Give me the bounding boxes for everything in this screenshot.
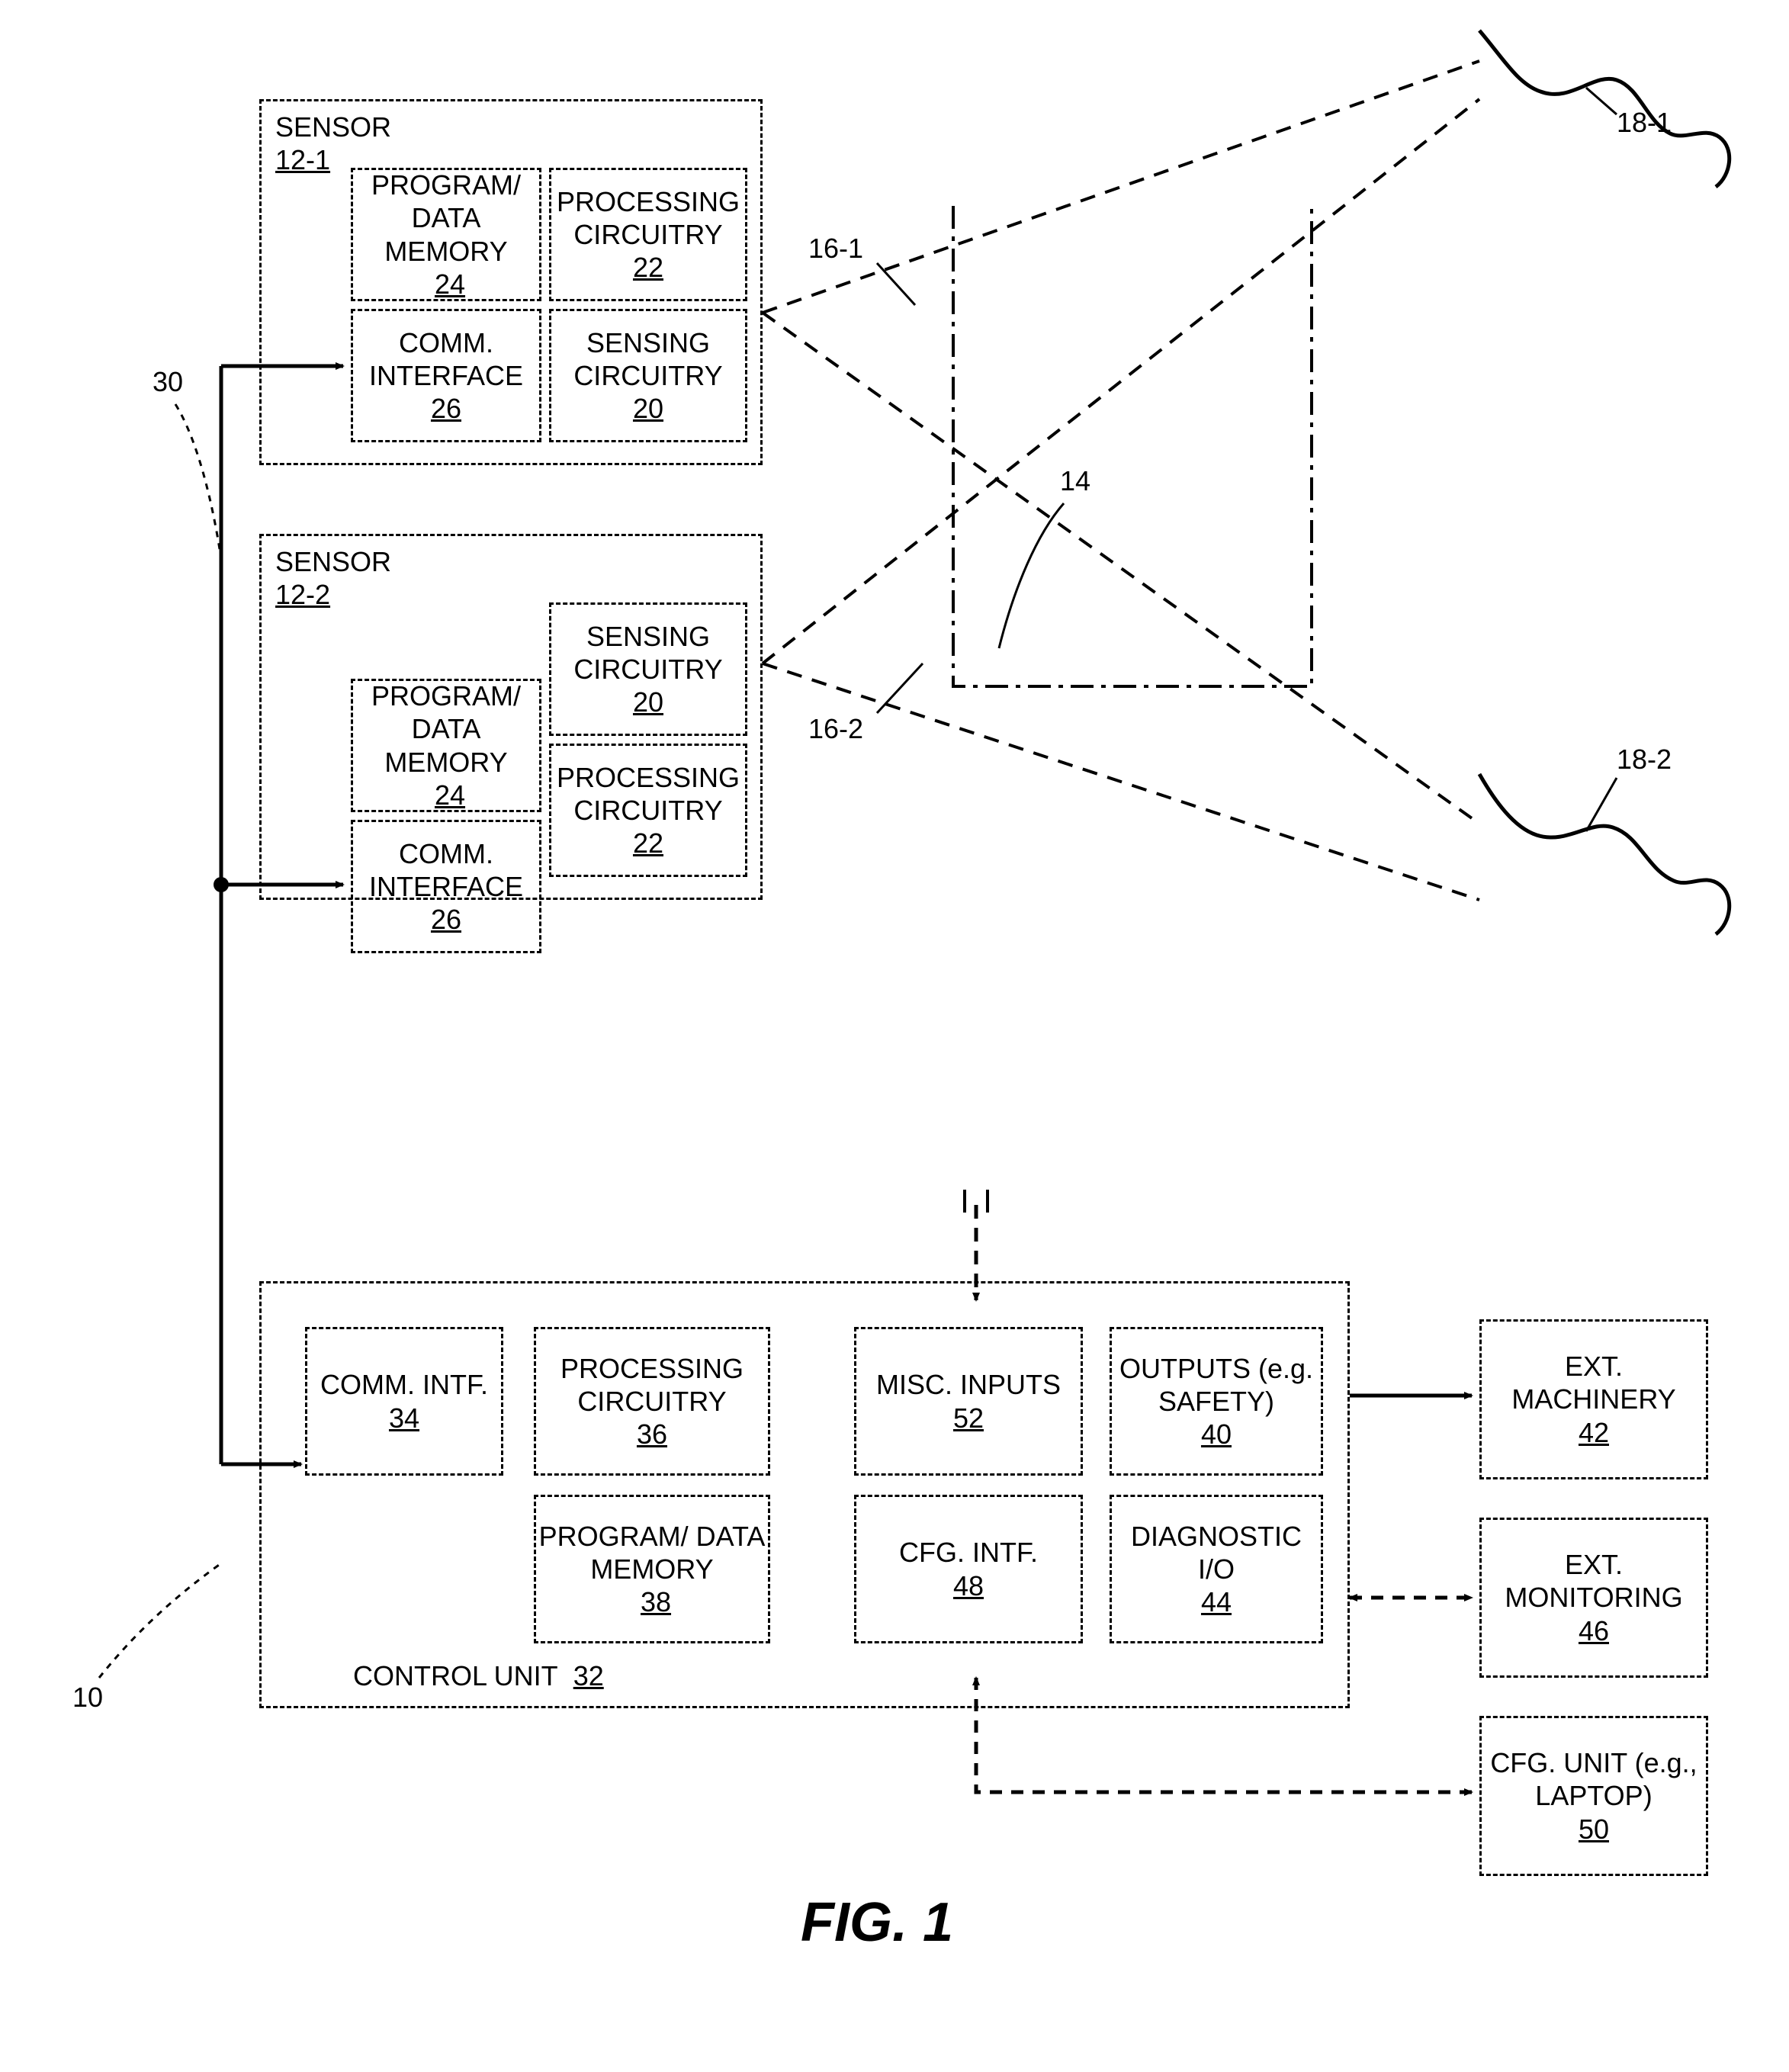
sensor-2-processing: PROCESSING CIRCUITRY 22 xyxy=(549,744,747,877)
sensor-1-ref: 12-1 xyxy=(275,143,330,176)
cu-cfg-intf: CFG. INTF. 48 xyxy=(854,1495,1083,1643)
cu-diagnostic: DIAGNOSTIC I/O 44 xyxy=(1110,1495,1323,1643)
surface-1-ref: 18-1 xyxy=(1617,107,1672,139)
bus-ref: 30 xyxy=(153,366,183,398)
cu-processing: PROCESSING CIRCUITRY 36 xyxy=(534,1327,770,1476)
fov-2-ref: 16-2 xyxy=(808,713,863,745)
cu-memory: PROGRAM/ DATA MEMORY 38 xyxy=(534,1495,770,1643)
sensor-1-processing: PROCESSING CIRCUITRY 22 xyxy=(549,168,747,301)
ext-monitoring: EXT. MONITORING 46 xyxy=(1479,1518,1708,1678)
sensor-1-title: SENSOR xyxy=(275,111,391,143)
figure-label: FIG. 1 xyxy=(801,1891,953,1954)
sensor-1-memory: PROGRAM/ DATA MEMORY 24 xyxy=(351,168,541,301)
cu-misc-inputs: MISC. INPUTS 52 xyxy=(854,1327,1083,1476)
zone-ref: 14 xyxy=(1060,465,1090,497)
fov-1-ref: 16-1 xyxy=(808,233,863,265)
sensor-2-title: SENSOR xyxy=(275,545,391,578)
sensor-2-memory: PROGRAM/ DATA MEMORY 24 xyxy=(351,679,541,812)
surface-2-ref: 18-2 xyxy=(1617,744,1672,776)
sensor-2-ref: 12-2 xyxy=(275,578,330,611)
sensor-1-comm: COMM. INTERFACE 26 xyxy=(351,309,541,442)
cfg-unit: CFG. UNIT (e.g., LAPTOP) 50 xyxy=(1479,1716,1708,1876)
system-ref: 10 xyxy=(72,1682,103,1714)
sensor-1-sensing: SENSING CIRCUITRY 20 xyxy=(549,309,747,442)
ext-machinery: EXT. MACHINERY 42 xyxy=(1479,1319,1708,1479)
cu-comm: COMM. INTF. 34 xyxy=(305,1327,503,1476)
sensor-2-sensing: SENSING CIRCUITRY 20 xyxy=(549,602,747,736)
sensor-2-comm: COMM. INTERFACE 26 xyxy=(351,820,541,953)
cu-outputs: OUTPUTS (e.g. SAFETY) 40 xyxy=(1110,1327,1323,1476)
